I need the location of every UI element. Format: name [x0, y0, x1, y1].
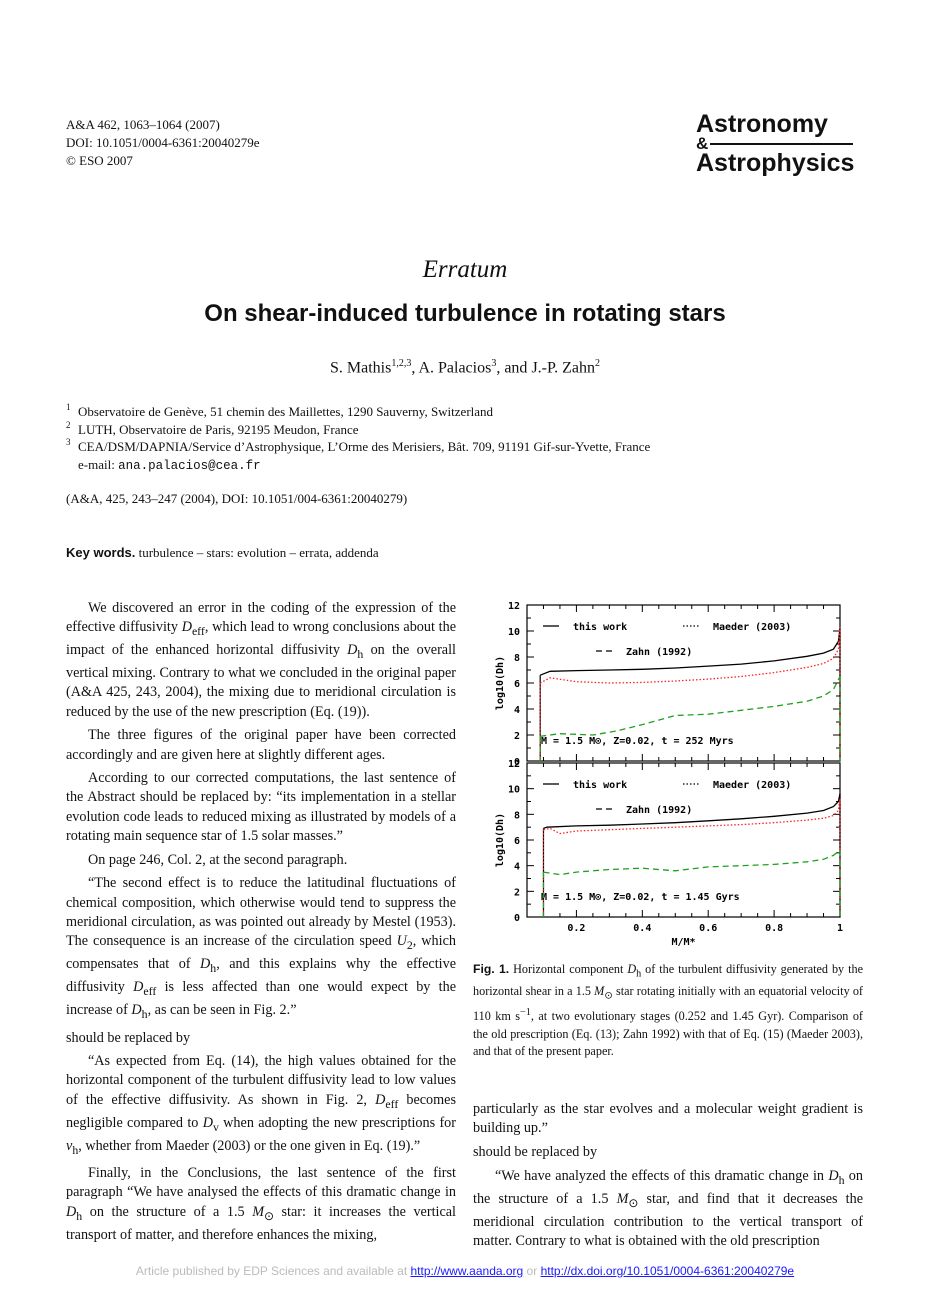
y-tick-label: 0 — [514, 757, 520, 768]
body-paragraph: Finally, in the Conclusions, the last se… — [66, 1165, 456, 1243]
y-tick-label: 10 — [508, 627, 520, 638]
paper-title: On shear-induced turbulence in rotating … — [204, 300, 726, 327]
footer-link-doi[interactable]: http://dx.doi.org/10.1051/0004-6361:2004… — [540, 1264, 795, 1278]
section-label: Erratum — [422, 256, 508, 283]
x-axis-label: M/M* — [671, 937, 695, 948]
caption-text: Horizontal component Dh of the turbulent… — [473, 962, 863, 1058]
journal-name-line2: Astrophysics — [696, 149, 855, 177]
y-tick-label: 4 — [514, 862, 520, 873]
legend-label: Zahn (1992) — [626, 805, 692, 816]
legend-label: Maeder (2003) — [713, 622, 791, 633]
series-line — [540, 676, 841, 737]
body-paragraph: “We have analyzed the effects of this dr… — [473, 1167, 863, 1249]
footer-prefix: Article published by EDP Sciences and av… — [135, 1264, 411, 1278]
model-annotation: M = 1.5 M⊙, Z=0.02, t = 1.45 Gyrs — [541, 892, 740, 903]
footer-middle: or — [523, 1264, 541, 1278]
body-paragraph: “The second effect is to reduce the lati… — [66, 875, 456, 1021]
author-name: J.-P. Zahn — [531, 359, 595, 377]
series-line — [543, 849, 841, 876]
affiliation-text: CEA/DSM/DAPNIA/Service d’Astrophysique, … — [78, 439, 651, 454]
y-tick-label: 2 — [514, 887, 520, 898]
affiliations: 1 Observatoire de Genève, 51 chemin des M… — [66, 402, 651, 476]
body-paragraph: The three figures of the original paper … — [66, 727, 456, 763]
journal-rule — [710, 143, 854, 145]
affiliation-text: Observatoire de Genève, 51 chemin des Ma… — [78, 404, 494, 419]
model-annotation: M = 1.5 M⊙, Z=0.02, t = 252 Myrs — [541, 736, 734, 747]
y-axis-label: log10(Dh) — [495, 656, 506, 710]
body-paragraph: According to our corrected computations,… — [66, 770, 456, 844]
body-paragraph: “As expected from Eq. (14), the high val… — [66, 1053, 457, 1157]
email-line: e-mail: ana.palacios@cea.fr — [66, 456, 650, 476]
x-tick-label: 0.2 — [567, 923, 585, 934]
journal-amp-row: & — [696, 134, 854, 153]
series-line — [539, 628, 841, 676]
y-tick-label: 12 — [508, 601, 520, 612]
y-tick-label: 4 — [514, 705, 520, 716]
author-affiliation-marker: 3 — [491, 358, 497, 369]
y-tick-label: 8 — [514, 653, 520, 664]
affiliation-text: LUTH, Observatoire de Paris, 92195 Meudo… — [78, 421, 359, 437]
legend-label: Maeder (2003) — [713, 780, 791, 791]
x-tick-label: 0.4 — [633, 923, 651, 934]
body-paragraph: particularly as the star evolves and a m… — [473, 1101, 863, 1137]
body-paragraph: should be replaced by — [66, 1029, 191, 1046]
original-reference: (A&A, 425, 243–247 (2004), DOI: 10.1051/… — [66, 491, 408, 506]
y-tick-label: 6 — [514, 836, 520, 847]
left-column: We discovered an error in the coding of … — [66, 599, 456, 1249]
legend-label: this work — [573, 621, 627, 633]
y-tick-label: 8 — [514, 810, 520, 821]
article-header: A&A 462, 1063–1064 (2007) DOI: 10.1051/0… — [66, 116, 260, 170]
author-affiliation-marker: 1,2,3 — [391, 358, 412, 369]
author-separator: , — [411, 359, 419, 377]
body-paragraph: We discovered an error in the coding of … — [66, 600, 456, 720]
keywords-label: Key words. — [66, 545, 136, 560]
keywords-text: turbulence – stars: evolution – errata, … — [138, 545, 379, 560]
figure-caption: Fig. 1. Horizontal component Dh of the t… — [473, 961, 863, 1060]
series-line — [543, 793, 841, 830]
affiliation-number: 1 — [66, 402, 71, 412]
body-paragraph: should be replaced by — [473, 1143, 598, 1160]
affiliation-number: 2 — [66, 419, 71, 430]
x-tick-label: 1 — [837, 923, 843, 934]
journal-ampersand: & — [696, 134, 709, 153]
author-list: S. Mathis1,2,3, A. Palacios3, and J.-P. … — [0, 358, 930, 377]
y-tick-label: 10 — [508, 785, 520, 796]
keywords: Key words. turbulence – stars: evolution… — [66, 545, 379, 561]
legend-label: Zahn (1992) — [626, 647, 692, 658]
footer: Article published by EDP Sciences and av… — [0, 1264, 930, 1278]
caption-label: Fig. 1. — [473, 962, 510, 976]
email-address[interactable]: ana.palacios@cea.fr — [118, 458, 261, 473]
footer-link-aanda[interactable]: http://www.aanda.org — [410, 1264, 524, 1278]
legend-label: this work — [573, 779, 627, 791]
y-tick-label: 2 — [514, 731, 520, 742]
x-tick-label: 0.8 — [765, 923, 783, 934]
affiliation-number: 3 — [66, 437, 71, 447]
body-paragraph: On page 246, Col. 2, at the second parag… — [88, 851, 348, 868]
email-label: e-mail: — [78, 456, 119, 472]
author-name: A. Palacios — [418, 359, 492, 377]
y-tick-label: 0 — [514, 913, 520, 924]
y-tick-label: 12 — [508, 759, 520, 770]
author-name: S. Mathis — [329, 359, 392, 377]
right-column: particularly as the star evolves and a m… — [473, 1100, 863, 1256]
journal-logo: Astronomy & Astrophysics — [696, 112, 854, 176]
series-line — [539, 627, 841, 684]
copyright: © ESO 2007 — [66, 153, 133, 168]
journal-name-line1: Astronomy — [696, 110, 828, 138]
x-tick-label: 0.6 — [699, 923, 717, 934]
affiliation-item: 3 CEA/DSM/DAPNIA/Service d’Astrophysique,… — [66, 437, 651, 456]
y-axis-label: log10(Dh) — [495, 813, 506, 867]
doi: DOI: 10.1051/0004-6361:20040279e — [66, 135, 260, 150]
y-tick-label: 6 — [514, 679, 520, 690]
author-affiliation-marker: 2 — [595, 358, 600, 369]
affiliation-item: 2 LUTH, Observatoire de Paris, 92195 Meud… — [66, 420, 650, 439]
author-separator: , and — [496, 359, 532, 377]
citation: A&A 462, 1063–1064 (2007) — [66, 117, 220, 132]
affiliation-item: 1 Observatoire de Genève, 51 chemin des M… — [66, 402, 650, 421]
